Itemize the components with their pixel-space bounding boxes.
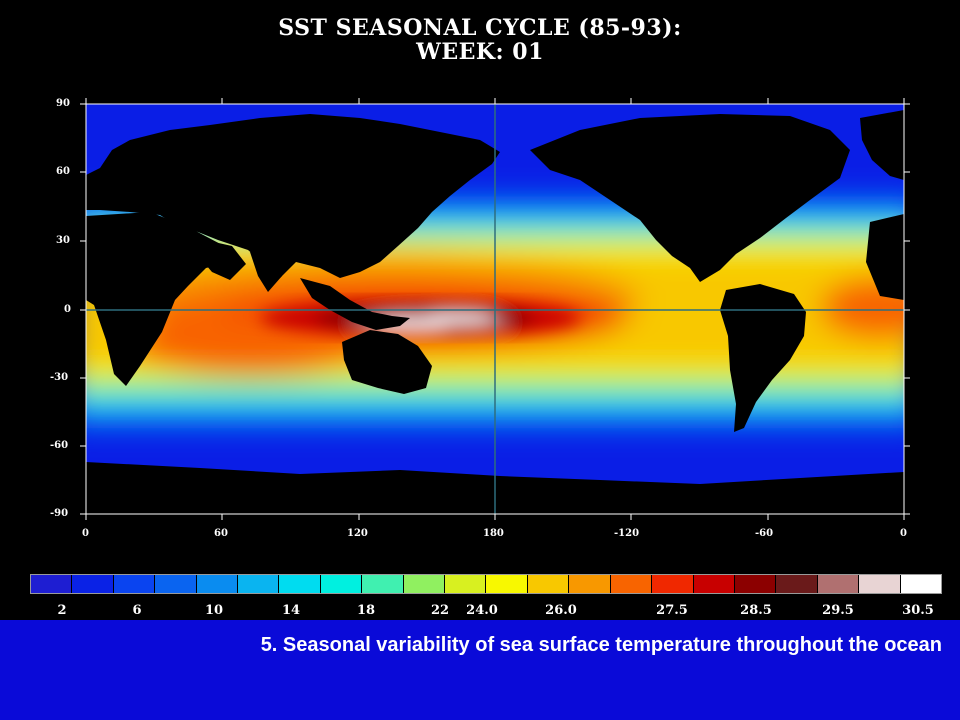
colorbar-swatch	[155, 575, 197, 593]
colorbar-label: 24.0	[466, 603, 498, 618]
colorbar-swatch	[610, 575, 653, 593]
landmass-greenland	[860, 110, 904, 180]
landmass-arabia	[196, 238, 246, 280]
colorbar-swatch	[900, 575, 941, 593]
landmass-south-america	[720, 284, 806, 432]
landmass-africa	[86, 212, 232, 386]
lon-label: -120	[614, 528, 640, 539]
lon-label: 180	[483, 528, 504, 539]
lat-label: 0	[64, 304, 71, 315]
colorbar-swatch	[445, 575, 487, 593]
colorbar-swatch	[196, 575, 239, 593]
landmass-indonesia	[300, 278, 410, 330]
colorbar-label: 18	[356, 603, 376, 618]
colorbar-swatch	[279, 575, 321, 593]
colorbar-swatch	[31, 575, 73, 593]
landmass-india	[250, 252, 286, 292]
colorbar-label: 29.5	[822, 603, 854, 618]
landmass-australia	[342, 330, 432, 394]
colorbar-swatch	[527, 575, 570, 593]
lat-label: -90	[50, 508, 69, 519]
colorbar-swatch	[859, 575, 901, 593]
map-title-line2: WEEK: 01	[416, 39, 544, 65]
colorbar-swatch	[652, 575, 694, 593]
colorbar-swatch	[72, 575, 114, 593]
colorbar-swatch	[362, 575, 404, 593]
lon-label: 0	[82, 528, 89, 539]
colorbar-label: 2	[57, 603, 67, 618]
colorbar-swatch	[569, 575, 611, 593]
landmass-north-america	[530, 114, 850, 282]
lat-label: 90	[56, 98, 70, 109]
lon-label: 120	[347, 528, 368, 539]
lat-label: -60	[50, 440, 69, 451]
colorbar-label: 30.5	[902, 603, 934, 618]
colorbar-swatch	[238, 575, 280, 593]
lon-label: 0	[900, 528, 907, 539]
colorbar-swatch	[776, 575, 818, 593]
colorbar-swatch	[734, 575, 777, 593]
colorbar-swatch	[320, 575, 363, 593]
colorbar-swatch	[403, 575, 446, 593]
map-title-line1: SST SEASONAL CYCLE (85-93):	[278, 15, 682, 41]
landmass-eurasia	[86, 114, 500, 280]
lat-label: 30	[56, 235, 70, 246]
sst-map	[80, 98, 910, 520]
caption-band: 5. Seasonal variability of sea surface t…	[0, 620, 960, 720]
caption-text: 5. Seasonal variability of sea surface t…	[260, 634, 942, 656]
colorbar-label: 6	[132, 603, 142, 618]
colorbar-label: 22	[430, 603, 450, 618]
colorbar-swatch	[113, 575, 156, 593]
landmass-europe-east	[866, 214, 904, 300]
map-title: SST SEASONAL CYCLE (85-93): WEEK: 01	[0, 16, 960, 64]
colorbar-label: 27.5	[656, 603, 688, 618]
colorbar-swatch	[693, 575, 735, 593]
lon-label: 60	[214, 528, 228, 539]
colorbar-swatch	[486, 575, 528, 593]
lat-label: -30	[50, 372, 69, 383]
colorbar-label: 28.5	[740, 603, 772, 618]
lat-label: 60	[56, 166, 70, 177]
axis-ticks	[80, 98, 910, 520]
colorbar-label: 14	[281, 603, 301, 618]
colorbar-label: 26.0	[545, 603, 577, 618]
colorbar	[30, 574, 942, 594]
colorbar-swatch	[817, 575, 860, 593]
lon-label: -60	[755, 528, 774, 539]
colorbar-label: 10	[204, 603, 224, 618]
